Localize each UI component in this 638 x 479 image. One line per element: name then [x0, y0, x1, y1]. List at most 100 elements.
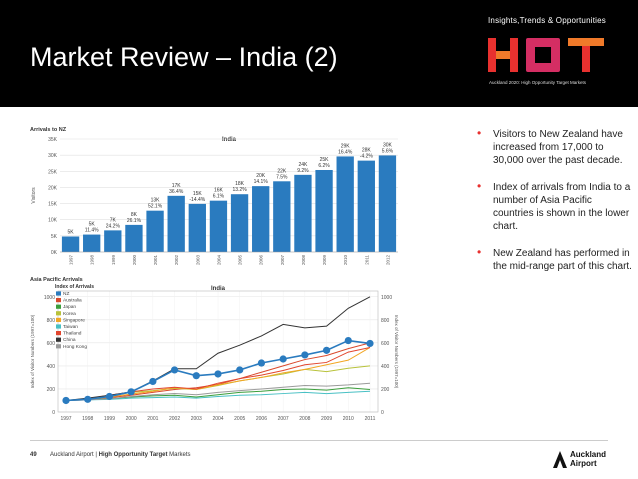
hot-logo-o: [526, 38, 560, 72]
arrivals-bar-chart: Arrivals to NZ India Visitors 0K 5K 10K 15K 20K…: [30, 127, 398, 266]
bar: [83, 234, 101, 252]
bar-x-tick-label: 2008: [301, 255, 306, 266]
legend-label: Taiwan: [63, 324, 78, 330]
legend-label: Singapore: [63, 317, 85, 323]
bar-growth-label: 24.2%: [106, 223, 121, 229]
line-x-tick-label: 2004: [212, 416, 223, 422]
bar-y-tick-label: 10K: [48, 218, 58, 224]
line-point: [344, 336, 352, 345]
legend-swatch: [56, 331, 61, 336]
bar-growth-label: 26.1%: [127, 218, 142, 224]
line-y-axis-label: Index of Visitor Numbers (1997=100): [30, 314, 35, 388]
bar: [252, 186, 270, 252]
line-series: [65, 342, 371, 401]
slide-title: Market Review – India (2): [30, 42, 338, 72]
line-point: [84, 395, 92, 403]
footer: 49 Auckland Airport | High Opportunity T…: [30, 452, 191, 458]
bar-growth-label: 36.4%: [169, 189, 184, 195]
bar-value-label: 17K: [172, 183, 182, 189]
line-y-tick-label: 0: [52, 410, 55, 416]
bar-y-tick-label: 15K: [48, 202, 58, 208]
line-y-tick-label-right: 1000: [381, 295, 392, 301]
line-y-tick-label-right: 800: [381, 318, 390, 324]
line-y-tick-label: 600: [47, 341, 56, 347]
line-chart-title: India: [211, 286, 226, 292]
line-y-tick-label: 400: [47, 364, 56, 370]
line-x-tick-label: 1997: [60, 416, 71, 422]
header-banner: Market Review – India (2) Insights,Trend…: [0, 0, 638, 107]
line-point: [301, 351, 309, 359]
bullet-item: Index of arrivals from India to a number…: [474, 180, 634, 233]
line-point: [214, 370, 222, 378]
bar-x-tick-label: 2000: [132, 255, 137, 266]
legend-label: Japan: [63, 304, 76, 310]
line-x-tick-label: 2009: [321, 416, 332, 422]
legend-swatch: [56, 324, 61, 329]
bar-value-label: 7K: [110, 217, 117, 223]
legend-swatch: [56, 304, 61, 309]
bullet-item: Visitors to New Zealand have increased f…: [474, 127, 634, 167]
bar-y-tick-label: 25K: [48, 169, 58, 175]
hot-logo-h: [488, 38, 518, 72]
legend-swatch: [56, 298, 61, 303]
bar-value-label: 16K: [214, 188, 224, 194]
line-y-tick-label-right: 0: [381, 410, 384, 416]
bar-chart-title: India: [222, 137, 237, 143]
line-x-tick-label: 1999: [104, 416, 115, 422]
bar-value-label: 18K: [235, 181, 245, 187]
line-x-tick-label: 1998: [82, 416, 93, 422]
legend-label: Australia: [63, 298, 82, 304]
line-x-tick-label: 2001: [147, 416, 158, 422]
bar-y-axis-label: Visitors: [31, 187, 37, 204]
bar: [294, 174, 312, 252]
legend-label: Hong Kong: [63, 344, 87, 350]
legend-swatch: [56, 344, 61, 349]
bar-growth-label: 6.2%: [318, 163, 330, 169]
line-section-label: Asia Pacific Arrivals: [30, 277, 83, 283]
bar: [378, 155, 397, 252]
bar-growth-label: 6.1%: [213, 194, 225, 200]
line-point: [170, 366, 179, 374]
bar-x-tick-label: 1998: [90, 255, 95, 266]
line-point: [322, 346, 331, 354]
bar-value-label: 25K: [320, 157, 330, 163]
legend-label: Thailand: [63, 331, 82, 337]
line-y-tick-label-right: 200: [381, 387, 390, 393]
bar-growth-label: 9.2%: [297, 168, 309, 174]
bar-value-label: 15K: [193, 191, 203, 197]
bar: [188, 203, 206, 252]
bar-x-tick-label: 2003: [195, 255, 200, 266]
bar-value-label: 30K: [383, 142, 393, 148]
bar-x-tick-label: 1997: [69, 255, 74, 266]
line-x-tick-label: 2007: [278, 416, 289, 422]
bar-x-tick-label: 2010: [343, 255, 348, 266]
logo-line1: Auckland: [570, 450, 607, 459]
asia-pacific-line-chart: Asia Pacific Arrivals India Index of Arriv…: [30, 277, 399, 422]
logo-line2: Airport: [570, 459, 597, 468]
brand-subline: Auckland 2020: High Opportunity Target M…: [489, 80, 586, 85]
hot-logo-t: [568, 38, 604, 72]
footer-text-bold: High Opportunity Target: [98, 452, 168, 458]
bar-value-label: 29K: [341, 143, 351, 149]
bar-value-label: 5K: [68, 230, 75, 236]
bar-value-label: 28K: [362, 148, 372, 154]
line-y-tick-label: 1000: [44, 295, 55, 301]
bar-y-tick-label: 35K: [48, 137, 58, 143]
hot-logo: [488, 38, 604, 72]
bar-x-tick-label: 2009: [322, 255, 327, 266]
bar: [167, 195, 185, 252]
airport-a-icon: [553, 451, 567, 468]
line-point: [149, 377, 157, 386]
line-x-tick-label: 2006: [256, 416, 267, 422]
line-y-tick-label: 800: [47, 318, 56, 324]
line-series: [65, 382, 371, 401]
bar-growth-label: 52.1%: [148, 204, 163, 210]
auckland-airport-logo: Auckland Airport: [553, 450, 613, 468]
bar-x-tick-label: 1999: [111, 255, 116, 266]
line-y-tick-label-right: 400: [381, 364, 390, 370]
bar-value-label: 22K: [277, 168, 287, 174]
bar-growth-label: 5.6%: [382, 148, 394, 154]
footer-text-prefix: Auckland Airport |: [50, 452, 99, 458]
bar-x-tick-label: 2012: [385, 255, 390, 266]
bar-x-tick-label: 2007: [280, 255, 285, 266]
